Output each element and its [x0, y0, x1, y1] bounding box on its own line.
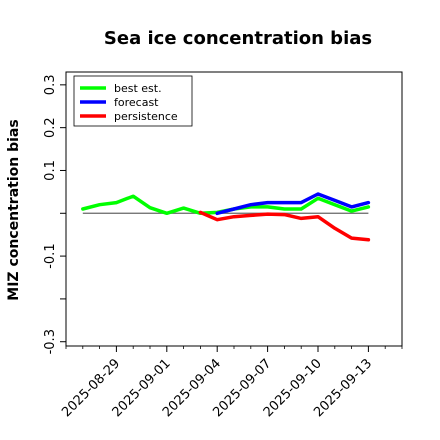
chart-title: Sea ice concentration bias: [104, 28, 372, 49]
y-tick-label: -0.3: [43, 329, 58, 354]
y-tick-label: -0.1: [43, 243, 58, 268]
series-layer: [81, 192, 371, 242]
y-axis-label: MIZ concentration bias: [6, 119, 22, 300]
legend-label: persistence: [114, 110, 178, 123]
y-axis: -0.3 -0.1 0.1 0.2 0.3: [43, 75, 66, 354]
series-line-3: [198, 210, 371, 242]
legend-label: forecast: [114, 96, 159, 109]
legend-label: best est.: [114, 82, 162, 95]
y-tick-label: 0.3: [43, 75, 58, 96]
y-tick-label: 0.2: [43, 117, 58, 138]
series-line-2: [215, 192, 371, 216]
x-axis: 2025-08-292025-09-012025-09-042025-09-07…: [59, 346, 403, 420]
y-tick-label: 0.1: [43, 160, 58, 181]
